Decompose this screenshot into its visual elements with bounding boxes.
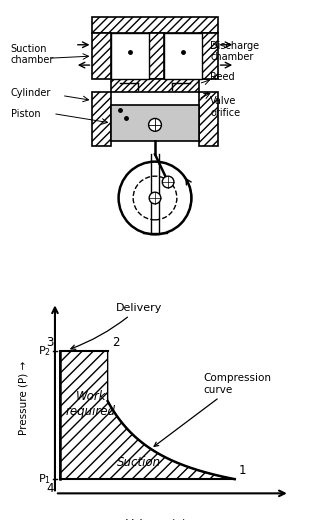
Circle shape: [149, 192, 161, 204]
Text: Cylinder: Cylinder: [11, 88, 51, 98]
Text: P$_1$: P$_1$: [38, 472, 51, 486]
Text: Delivery: Delivery: [71, 303, 162, 349]
Bar: [92, 18, 218, 33]
Text: 1: 1: [238, 464, 246, 477]
Bar: [92, 33, 111, 79]
Bar: [149, 33, 164, 79]
Text: Compression
curve: Compression curve: [154, 373, 272, 446]
Text: Piston: Piston: [11, 109, 41, 119]
Bar: [92, 92, 111, 146]
Circle shape: [148, 119, 162, 131]
Text: 4: 4: [46, 482, 54, 495]
Text: Suction: Suction: [117, 457, 161, 470]
Text: Work
required: Work required: [66, 390, 116, 418]
Bar: [111, 105, 199, 141]
Text: Discharge
chamber: Discharge chamber: [210, 41, 259, 62]
Text: 2: 2: [113, 336, 120, 349]
Polygon shape: [60, 351, 235, 479]
Bar: [199, 92, 218, 146]
Text: Valve
orifice: Valve orifice: [210, 96, 241, 118]
Text: Reed: Reed: [210, 72, 235, 82]
Circle shape: [162, 176, 174, 188]
Bar: [164, 33, 202, 79]
Text: P$_2$: P$_2$: [38, 344, 51, 358]
Bar: [111, 33, 149, 79]
Text: Pressure (P) →: Pressure (P) →: [19, 361, 29, 435]
Text: Suction
chamber: Suction chamber: [11, 44, 54, 66]
Bar: [111, 79, 199, 92]
Bar: [199, 33, 218, 79]
Text: 3: 3: [46, 336, 54, 349]
Text: Volume (v) →: Volume (v) →: [126, 519, 199, 520]
